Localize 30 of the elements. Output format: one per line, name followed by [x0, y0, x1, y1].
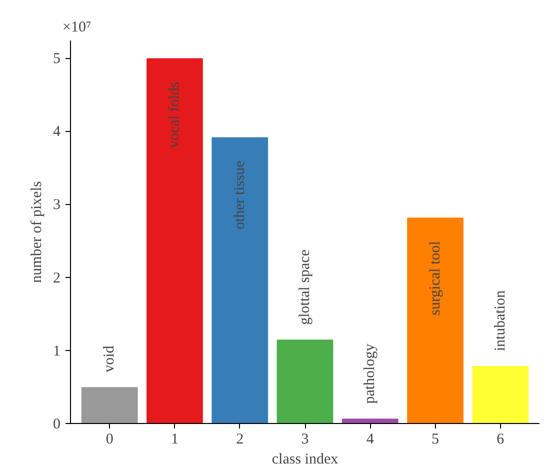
bar	[472, 366, 529, 424]
annotation: vocal folds	[166, 82, 183, 148]
x-axis-title: class index	[272, 452, 339, 468]
annotation: pathology	[362, 343, 378, 404]
annotation: void	[102, 345, 118, 372]
annotation: intubation	[492, 290, 508, 352]
bar	[212, 137, 268, 424]
x-tick-label: 2	[236, 432, 244, 448]
x-tick-label: 4	[366, 432, 374, 448]
x-tick-label: 1	[170, 432, 178, 448]
x-tick-label: 5	[432, 432, 440, 448]
y-tick-label: 5	[53, 51, 60, 68]
y-tick-label: 3	[53, 197, 60, 214]
annotation: glottal space	[297, 249, 313, 325]
annotation: surgical tool	[427, 241, 444, 316]
annotation: other tissue	[232, 160, 248, 230]
y-tick-label: 4	[53, 124, 61, 140]
bar	[81, 387, 138, 424]
x-tick-label: 3	[301, 432, 309, 448]
bar	[146, 58, 203, 424]
text: ×10⁷	[62, 20, 92, 36]
bar	[407, 218, 464, 424]
y-axis-title: number of pixels	[29, 181, 45, 283]
bar	[276, 340, 334, 424]
x-tick-label: 6	[496, 432, 505, 448]
y-tick-label: 2	[53, 270, 60, 286]
bar	[342, 418, 398, 424]
y-tick-label: 0	[53, 416, 60, 432]
x-tick-label: 0	[106, 432, 114, 448]
y-tick-label: 1	[53, 343, 60, 360]
